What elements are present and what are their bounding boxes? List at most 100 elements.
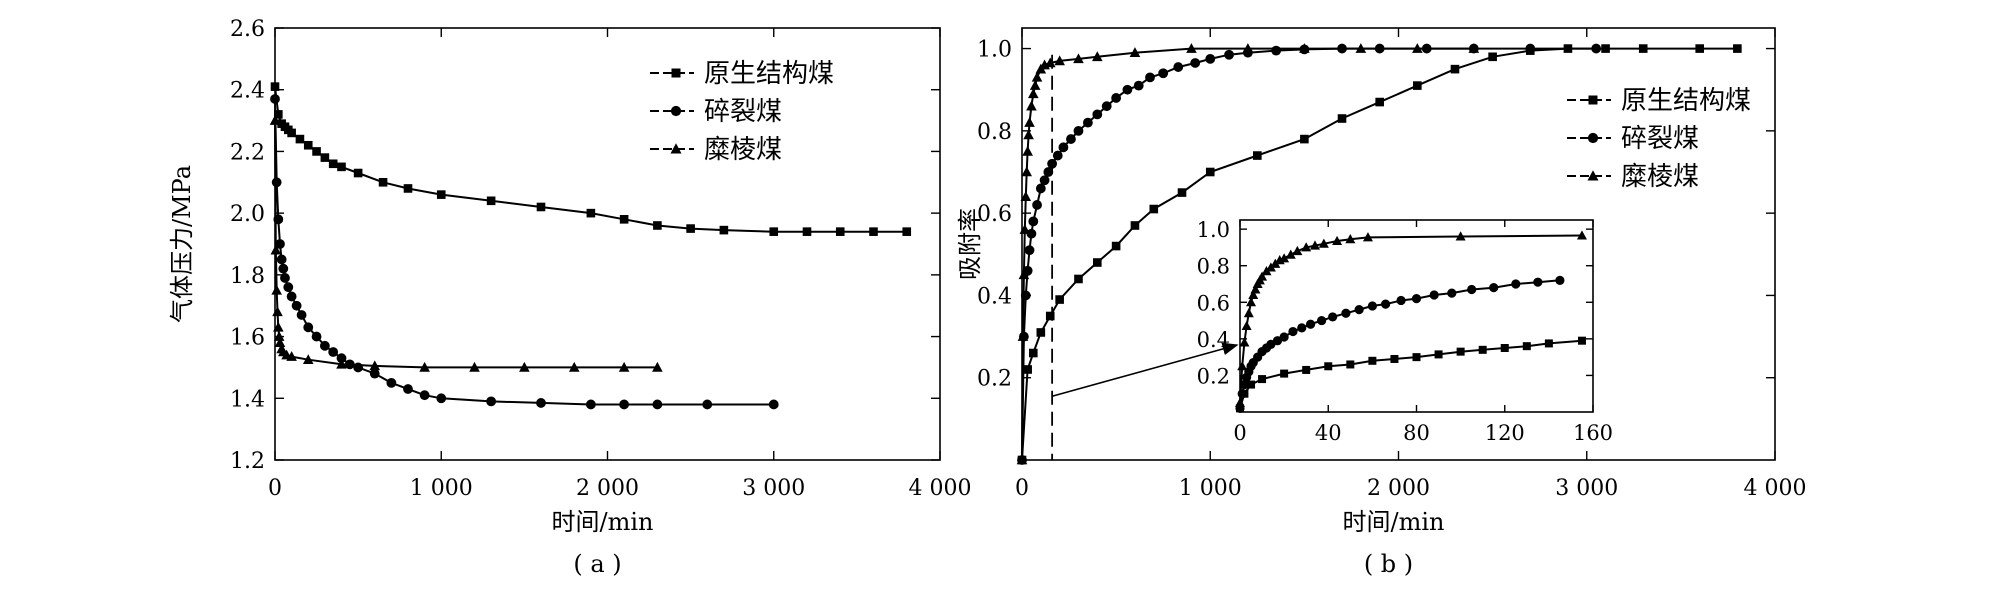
data-point <box>1511 279 1521 289</box>
panel-label: ( b ) <box>1364 550 1413 578</box>
data-point <box>1246 297 1257 307</box>
x-tick-label: 40 <box>1315 421 1342 445</box>
data-point <box>686 224 695 233</box>
data-point <box>1601 44 1610 53</box>
data-point <box>1638 44 1648 53</box>
series-line <box>274 120 658 369</box>
legend-marker <box>1588 95 1598 105</box>
data-point <box>619 215 629 224</box>
data-point <box>1456 347 1465 356</box>
data-point <box>353 168 363 178</box>
data-point <box>1073 125 1084 136</box>
data-point <box>1362 232 1373 242</box>
data-point <box>1032 200 1042 210</box>
series-糜棱煤 <box>269 115 663 372</box>
data-point <box>436 393 447 404</box>
data-point <box>585 399 596 410</box>
data-point <box>1028 216 1039 227</box>
data-point <box>1288 326 1298 337</box>
data-point <box>328 159 338 169</box>
data-point <box>719 225 729 235</box>
data-point <box>1242 43 1254 53</box>
data-point <box>618 361 630 372</box>
data-point <box>1029 80 1041 90</box>
data-point <box>1306 319 1316 329</box>
x-axis-label: 时间/min <box>552 508 654 536</box>
data-point <box>1412 353 1421 362</box>
data-point <box>1280 369 1289 378</box>
data-point <box>270 82 280 91</box>
data-point <box>1375 97 1384 107</box>
data-point <box>1544 339 1553 348</box>
y-tick-label: 0.2 <box>977 367 1012 392</box>
data-point <box>619 399 630 410</box>
legend-label: 原生结构煤 <box>1621 86 1751 116</box>
data-point <box>1412 43 1423 53</box>
data-point <box>1066 134 1076 144</box>
data-point <box>419 390 430 401</box>
data-point <box>311 331 322 342</box>
data-point <box>835 227 845 236</box>
data-point <box>286 291 297 302</box>
data-point <box>436 190 446 199</box>
data-point <box>536 202 546 212</box>
data-point <box>1332 235 1343 246</box>
data-point <box>328 347 339 357</box>
inset-arrow <box>1051 342 1239 397</box>
y-tick-label: 1.0 <box>977 38 1012 63</box>
data-point <box>1026 100 1037 111</box>
data-point <box>403 384 413 394</box>
data-point <box>1455 231 1466 241</box>
data-point <box>1205 53 1216 64</box>
data-point <box>536 398 546 408</box>
data-point <box>1122 84 1133 95</box>
data-point <box>1341 308 1351 318</box>
data-point <box>1016 454 1028 465</box>
x-tick-label: 1 000 <box>1179 476 1242 501</box>
data-point <box>702 399 713 410</box>
data-point <box>1450 64 1460 74</box>
data-point <box>1024 245 1035 256</box>
y-tick-label: 2.4 <box>230 79 265 104</box>
inset-background <box>1240 220 1593 412</box>
legend-marker <box>1587 170 1599 181</box>
data-point <box>1073 53 1084 64</box>
data-point <box>769 227 779 236</box>
y-tick-label: 1.8 <box>230 264 265 289</box>
data-point <box>1367 301 1377 311</box>
data-point <box>1285 249 1296 259</box>
data-point <box>378 177 388 187</box>
data-point <box>1027 88 1039 99</box>
data-point <box>1024 117 1035 127</box>
data-point <box>320 153 330 162</box>
data-point <box>1224 49 1234 60</box>
x-tick-label: 120 <box>1485 421 1525 445</box>
data-point <box>1101 101 1112 112</box>
data-point <box>1533 277 1543 287</box>
data-point <box>1318 238 1329 248</box>
data-point <box>271 177 282 188</box>
data-point <box>1522 342 1531 351</box>
data-point <box>270 94 280 104</box>
data-point <box>1039 175 1050 186</box>
data-point <box>1302 365 1311 374</box>
data-point <box>1035 183 1046 194</box>
x-tick-label: 0 <box>1015 476 1029 501</box>
data-point <box>1205 167 1215 177</box>
data-point <box>271 284 282 295</box>
data-point <box>319 340 330 351</box>
data-point <box>1489 283 1499 293</box>
data-point <box>278 263 289 274</box>
data-point <box>312 147 321 156</box>
panel-label: ( a ) <box>573 550 621 578</box>
data-point <box>369 360 381 371</box>
data-point <box>1093 258 1102 267</box>
data-point <box>1133 80 1144 91</box>
data-point <box>1488 52 1497 62</box>
legend-label: 碎裂煤 <box>704 97 782 127</box>
x-tick-label: 0 <box>1233 421 1246 445</box>
data-point <box>1250 284 1261 294</box>
data-point <box>1429 290 1439 300</box>
data-point <box>1241 320 1252 331</box>
